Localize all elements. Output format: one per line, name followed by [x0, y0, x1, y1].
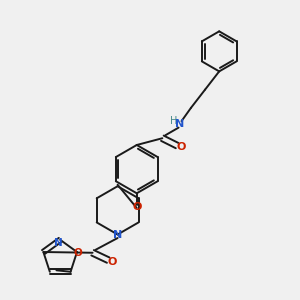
Text: N: N: [175, 119, 184, 129]
Text: O: O: [132, 202, 141, 212]
Text: N: N: [54, 238, 63, 248]
Text: O: O: [108, 256, 117, 267]
Text: O: O: [177, 142, 186, 152]
Text: N: N: [113, 230, 122, 240]
Text: H: H: [169, 116, 177, 126]
Text: O: O: [73, 248, 82, 259]
